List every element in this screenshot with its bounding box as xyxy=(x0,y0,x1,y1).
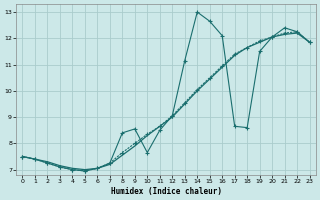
X-axis label: Humidex (Indice chaleur): Humidex (Indice chaleur) xyxy=(110,187,221,196)
